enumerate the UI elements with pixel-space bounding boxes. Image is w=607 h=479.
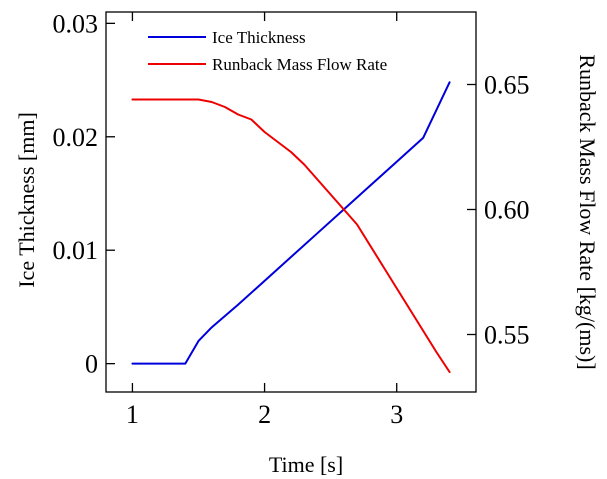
series-line-runback-mass-flow-rate [131, 98, 451, 373]
x-tick-label: 1 [126, 400, 139, 429]
left-y-tick-label: 0.02 [53, 123, 99, 152]
legend: Ice Thickness Runback Mass Flow Rate [148, 28, 387, 74]
series-line-ice-thickness [131, 81, 451, 365]
right-y-tick-label: 0.60 [484, 196, 530, 225]
right-y-tick-label: 0.55 [484, 321, 530, 350]
left-y-tick-label: 0 [85, 350, 98, 379]
legend-label-runback-mass-flow-rate: Runback Mass Flow Rate [212, 55, 387, 74]
series-lines [131, 81, 451, 373]
left-y-axis-title: Ice Thickness [mm] [14, 112, 39, 288]
x-axis-title: Time [s] [269, 452, 343, 477]
right-y-tick-label: 0.65 [484, 71, 530, 100]
plot-frame [105, 11, 477, 393]
left-y-axis-ticks: 0 0.01 0.02 0.03 [53, 9, 115, 379]
x-tick-label: 2 [258, 400, 271, 429]
right-y-axis-ticks: 0.55 0.60 0.65 [467, 71, 530, 350]
x-axis-ticks: 1 2 3 [126, 12, 403, 429]
right-y-axis-title: Runback Mass Flow Rate [kg/(ms)] [575, 54, 600, 369]
left-y-tick-label: 0.01 [53, 236, 99, 265]
left-y-tick-label: 0.03 [53, 9, 99, 38]
x-tick-label: 3 [390, 400, 403, 429]
legend-label-ice-thickness: Ice Thickness [212, 28, 306, 47]
